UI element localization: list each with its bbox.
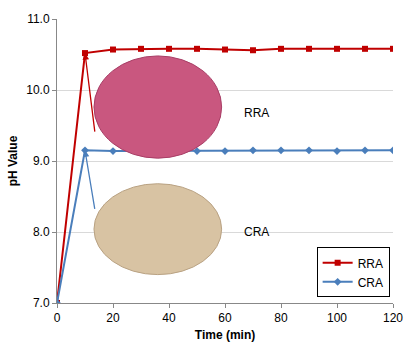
svg-text:100: 100 — [327, 311, 347, 325]
svg-text:CRA: CRA — [244, 225, 269, 239]
svg-text:RRA: RRA — [244, 106, 269, 120]
svg-text:9.0: 9.0 — [33, 154, 50, 168]
svg-text:7.0: 7.0 — [33, 296, 50, 310]
svg-text:10.0: 10.0 — [26, 83, 50, 97]
svg-text:40: 40 — [162, 311, 176, 325]
svg-text:60: 60 — [218, 311, 232, 325]
svg-text:120: 120 — [383, 311, 403, 325]
svg-text:pH Value: pH Value — [6, 135, 20, 186]
svg-text:CRA: CRA — [358, 276, 383, 290]
svg-text:20: 20 — [106, 311, 120, 325]
svg-text:8.0: 8.0 — [33, 225, 50, 239]
svg-text:0: 0 — [54, 311, 61, 325]
svg-text:Time (min): Time (min) — [195, 328, 255, 342]
svg-text:80: 80 — [274, 311, 288, 325]
svg-text:RRA: RRA — [358, 257, 383, 271]
svg-text:11.0: 11.0 — [27, 12, 50, 26]
